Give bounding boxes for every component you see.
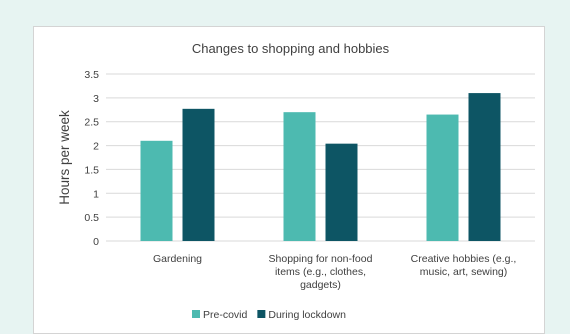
bar-pre-covid — [426, 114, 459, 241]
y-tick-label: 2 — [93, 141, 99, 153]
y-tick-label: 1.5 — [84, 164, 99, 176]
y-tick-label: 0.5 — [84, 212, 99, 224]
y-tick-label: 3 — [93, 93, 99, 105]
legend-label: Pre-covid — [203, 309, 248, 321]
y-tick-label: 2.5 — [84, 117, 99, 129]
category-label: Gardening — [153, 253, 202, 265]
bar-pre-covid — [140, 140, 173, 241]
bars — [140, 93, 501, 242]
category-label: Shopping for non-food — [269, 253, 373, 265]
y-axis-label: Hours per week — [57, 110, 72, 205]
category-label: music, art, sewing) — [420, 266, 508, 278]
bar-during-lockdown — [325, 143, 358, 241]
category-label: items (e.g., clothes, — [275, 266, 366, 278]
category-label: Creative hobbies (e.g., — [411, 253, 517, 265]
bar-during-lockdown — [468, 93, 501, 241]
y-tick-label: 1 — [93, 188, 99, 200]
bar-during-lockdown — [182, 108, 215, 242]
y-tick-label: 3.5 — [84, 69, 99, 81]
y-axis-ticks: 0 0.5 1 1.5 2 2.5 3 3.5 — [84, 69, 99, 248]
legend: Pre-covid During lockdown — [192, 309, 346, 321]
legend-swatch — [257, 310, 266, 318]
bar-pre-covid — [283, 112, 316, 242]
legend-label: During lockdown — [268, 309, 346, 321]
y-tick-label: 0 — [93, 236, 99, 248]
category-label: gadgets) — [300, 279, 341, 291]
chart-title: Changes to shopping and hobbies — [192, 41, 390, 56]
gridlines — [106, 73, 535, 242]
legend-swatch — [192, 310, 200, 318]
